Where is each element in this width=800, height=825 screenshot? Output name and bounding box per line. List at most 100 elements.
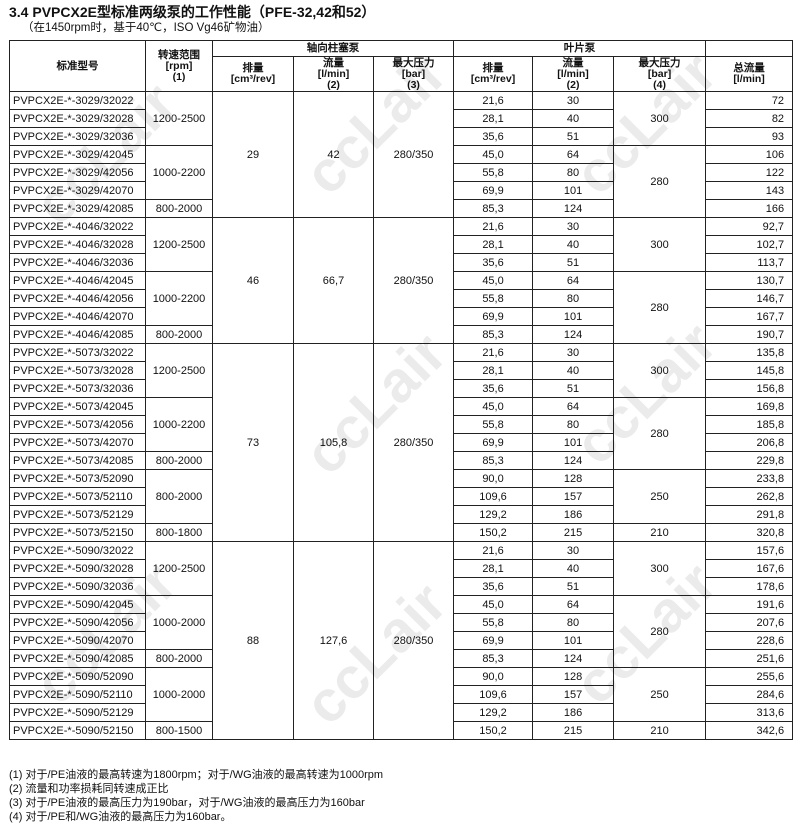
total-flow-cell: 233,8 <box>705 469 794 488</box>
axial-pressure-cell: 280/350 <box>372 217 455 344</box>
vane-pressure-cell: 300 <box>613 541 707 596</box>
vane-displacement-cell: 109,6 <box>453 685 534 704</box>
table-row: PVPCX2E-*-5073/42085 800-2000 85,3 124 229,8 <box>9 451 794 470</box>
model-cell: PVPCX2E-*-5090/32022 <box>9 541 146 560</box>
model-cell: PVPCX2E-*-5090/32028 <box>9 559 146 578</box>
table-row: PVPCX2E-*-5090/52150 800-1500 150,2 215 210 3… <box>9 721 794 740</box>
axial-pressure-cell: 280/350 <box>372 343 455 542</box>
vane-flow-cell: 101 <box>532 181 615 200</box>
axial-displacement-cell: 29 <box>212 91 294 218</box>
speed-range-cell: 1000-2200 <box>145 271 213 326</box>
table-row: PVPCX2E-*-3029/32022 1200-2500 29 42 280/350… <box>9 91 794 218</box>
total-flow-cell: 178,6 <box>705 577 794 596</box>
vane-displacement-cell: 28,1 <box>453 361 534 380</box>
vane-displacement-cell: 129,2 <box>453 505 534 524</box>
total-flow-cell: 122 <box>705 163 794 182</box>
vane-flow-cell: 40 <box>532 559 615 578</box>
vane-displacement-cell: 85,3 <box>453 325 534 344</box>
table-row: PVPCX2E-*-5090/32022 1200-2500 88 127,6 280/… <box>9 541 794 740</box>
total-flow-cell: 143 <box>705 181 794 200</box>
model-cell: PVPCX2E-*-4046/42085 <box>9 325 146 344</box>
vane-flow-cell: 80 <box>532 415 615 434</box>
vane-flow-cell: 40 <box>532 235 615 254</box>
model-cell: PVPCX2E-*-5073/52090 <box>9 469 146 488</box>
footnote: (1) 对于/PE油液的最高转速为1800rpm；对于/WG油液的最高转速为10… <box>9 769 384 781</box>
total-flow-cell: 157,6 <box>705 541 794 560</box>
header-axial-press: 最大压力 [bar] (3) <box>372 56 455 92</box>
footnote: (4) 对于/PE和/WG油液的最高压力为160bar。 <box>9 811 232 823</box>
vane-flow-cell: 215 <box>532 721 615 740</box>
vane-displacement-cell: 45,0 <box>453 595 534 614</box>
vane-displacement-cell: 35,6 <box>453 379 534 398</box>
model-cell: PVPCX2E-*-5073/52150 <box>9 523 146 542</box>
total-flow-cell: 206,8 <box>705 433 794 452</box>
vane-pressure-cell: 210 <box>613 721 707 740</box>
axial-displacement-cell: 88 <box>212 541 294 740</box>
vane-displacement-cell: 21,6 <box>453 343 534 362</box>
speed-range-cell: 800-2000 <box>145 199 213 218</box>
speed-range-cell: 800-2000 <box>145 451 213 470</box>
model-cell: PVPCX2E-*-3029/42045 <box>9 145 146 164</box>
header-vane-group: 叶片泵 <box>453 40 707 57</box>
table-row: PVPCX2E-*-4046/32022 1200-2500 46 66,7 280/3… <box>9 217 794 344</box>
vane-flow-cell: 51 <box>532 127 615 146</box>
vane-flow-cell: 128 <box>532 469 615 488</box>
total-flow-cell: 190,7 <box>705 325 794 344</box>
header-total: 总流量 [l/min] <box>705 56 794 92</box>
vane-pressure-cell: 250 <box>613 667 707 722</box>
total-flow-cell: 342,6 <box>705 721 794 740</box>
vane-displacement-cell: 21,6 <box>453 217 534 236</box>
speed-range-cell: 1200-2500 <box>145 91 213 146</box>
model-cell: PVPCX2E-*-5090/32036 <box>9 577 146 596</box>
table-row: PVPCX2E-*-4046/32036 35,6 51 113,7 <box>9 253 794 272</box>
vane-flow-cell: 64 <box>532 271 615 290</box>
model-cell: PVPCX2E-*-5090/52090 <box>9 667 146 686</box>
vane-pressure-cell: 280 <box>613 271 707 344</box>
vane-flow-cell: 30 <box>532 541 615 560</box>
axial-pressure-cell: 280/350 <box>372 91 455 218</box>
vane-displacement-cell: 55,8 <box>453 613 534 632</box>
total-flow-cell: 93 <box>705 127 794 146</box>
header-vane-press: 最大压力 [bar] (4) <box>613 56 707 92</box>
total-flow-cell: 167,7 <box>705 307 794 326</box>
total-flow-cell: 135,8 <box>705 343 794 362</box>
vane-displacement-cell: 90,0 <box>453 667 534 686</box>
vane-displacement-cell: 28,1 <box>453 109 534 128</box>
table-row: PVPCX2E-*-3029/42056 55,8 80 122 <box>9 163 794 182</box>
vane-displacement-cell: 69,9 <box>453 433 534 452</box>
vane-flow-cell: 124 <box>532 325 615 344</box>
table-row: PVPCX2E-*-5073/42045 1000-2200 45,0 64 280 16… <box>9 397 794 470</box>
section-subtitle: （在1450rpm时，基于40℃，ISO Vg46矿物油） <box>22 22 270 34</box>
model-cell: PVPCX2E-*-4046/32036 <box>9 253 146 272</box>
vane-flow-cell: 101 <box>532 433 615 452</box>
table-row: PVPCX2E-*-5073/52129 129,2 186 291,8 <box>9 505 794 524</box>
model-cell: PVPCX2E-*-3029/32028 <box>9 109 146 128</box>
header-model: 标准型号 <box>9 40 146 92</box>
vane-flow-cell: 64 <box>532 595 615 614</box>
vane-flow-cell: 30 <box>532 217 615 236</box>
axial-flow-cell: 127,6 <box>293 541 374 740</box>
speed-range-cell: 800-1500 <box>145 721 213 740</box>
total-flow-cell: 262,8 <box>705 487 794 506</box>
section-title: 3.4 PVPCX2E型标准两级泵的工作性能（PFE-32,42和52） <box>9 4 376 20</box>
table-row: PVPCX2E-*-3029/42045 1000-2200 45,0 64 280 10… <box>9 145 794 218</box>
vane-pressure-cell: 300 <box>613 91 707 146</box>
speed-range-cell: 1000-2200 <box>145 145 213 200</box>
model-cell: PVPCX2E-*-3029/32022 <box>9 91 146 110</box>
vane-displacement-cell: 21,6 <box>453 91 534 110</box>
model-cell: PVPCX2E-*-5073/42070 <box>9 433 146 452</box>
speed-range-cell: 1200-2500 <box>145 217 213 272</box>
header-blank <box>705 40 794 57</box>
total-flow-cell: 72 <box>705 91 794 110</box>
table-row: PVPCX2E-*-4046/42045 1000-2200 45,0 64 280 13… <box>9 271 794 344</box>
total-flow-cell: 146,7 <box>705 289 794 308</box>
vane-pressure-cell: 210 <box>613 523 707 542</box>
total-flow-cell: 255,6 <box>705 667 794 686</box>
vane-displacement-cell: 21,6 <box>453 541 534 560</box>
model-cell: PVPCX2E-*-4046/42056 <box>9 289 146 308</box>
vane-displacement-cell: 69,9 <box>453 631 534 650</box>
total-flow-cell: 166 <box>705 199 794 218</box>
footnote: (3) 对于/PE油液的最高压力为190bar，对于/WG油液的最高压力为160… <box>9 797 365 809</box>
vane-displacement-cell: 35,6 <box>453 127 534 146</box>
vane-displacement-cell: 85,3 <box>453 451 534 470</box>
